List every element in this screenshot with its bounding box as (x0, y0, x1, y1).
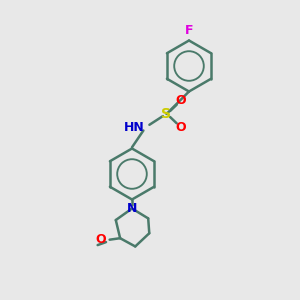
Text: O: O (175, 94, 186, 107)
Text: O: O (175, 121, 186, 134)
Text: S: S (161, 107, 172, 121)
Text: N: N (127, 202, 137, 215)
Text: O: O (95, 233, 106, 246)
Text: HN: HN (124, 121, 145, 134)
Text: F: F (185, 24, 193, 37)
